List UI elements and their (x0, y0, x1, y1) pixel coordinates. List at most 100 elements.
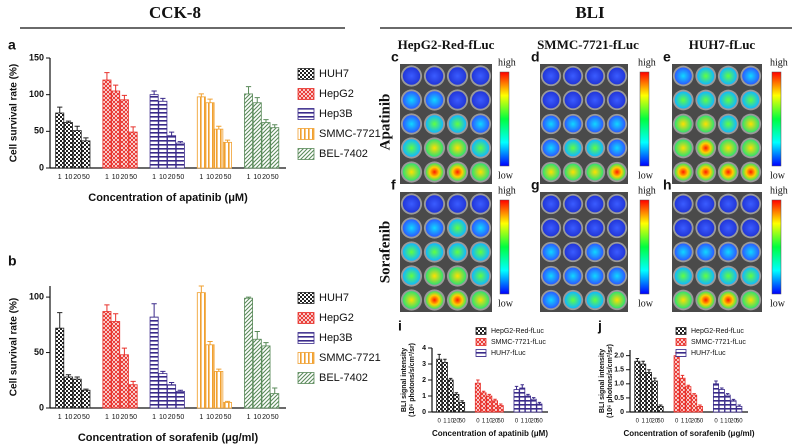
scale-low: low (770, 298, 786, 309)
legend-swatch (675, 327, 687, 335)
bar (81, 389, 91, 409)
x-tick-label: 0 (714, 419, 718, 425)
bar (459, 401, 466, 413)
bar (525, 395, 531, 413)
column-title: SMMC-7721-fLuc (537, 37, 639, 52)
x-axis-label: Concentration of apatinib (μM) (88, 192, 248, 204)
error-bar (737, 404, 742, 407)
error-bar (481, 390, 486, 393)
panel-letter: b (8, 253, 17, 269)
x-tick-label: 50 (657, 419, 664, 425)
well (471, 243, 490, 261)
y-axis-label: Cell survival rate (%) (9, 64, 20, 162)
bar (111, 321, 121, 409)
error-bar (692, 393, 696, 396)
y-axis-label: (10⁶ photons/s/cm²/sr) (409, 343, 416, 417)
well (697, 219, 715, 237)
colorbar (499, 71, 510, 167)
error-bar (121, 347, 128, 355)
bar (685, 386, 692, 413)
bar (453, 393, 460, 413)
legend-label: HUH7-fLuc (491, 350, 526, 357)
bar (261, 122, 271, 169)
x-tick-label: 1 (105, 174, 109, 181)
bar (175, 142, 185, 169)
x-tick-label: 20 (215, 414, 223, 421)
x-tick-label: 50 (129, 174, 137, 181)
well (697, 115, 715, 133)
x-tick-label: 10 (525, 419, 532, 425)
y-tick-label: 1 (422, 393, 426, 400)
error-bar (74, 125, 80, 131)
error-bar (151, 90, 157, 95)
y-tick-label: 4 (422, 345, 426, 352)
error-bar (487, 393, 492, 396)
x-tick-label: 20 (492, 419, 499, 425)
bar (158, 373, 168, 409)
error-bar (198, 285, 204, 293)
x-tick-label: 1 (641, 419, 645, 425)
well (425, 291, 444, 309)
bar (651, 380, 658, 413)
section-title: BLI (575, 3, 605, 22)
bar (447, 379, 454, 413)
y-axis-label: BLI signal intensity (401, 348, 408, 412)
well (564, 195, 582, 213)
bar (196, 292, 206, 409)
error-bar (725, 393, 730, 396)
well (542, 195, 560, 213)
legend-label: HepG2 (319, 88, 354, 100)
error-bar (698, 404, 702, 407)
well (719, 91, 737, 109)
x-tick-label: 0 (636, 419, 640, 425)
well (425, 163, 444, 181)
well (742, 139, 760, 157)
error-bar (254, 330, 260, 340)
x-tick-label: 1 (247, 174, 251, 181)
bar (205, 102, 215, 169)
x-tick-label: 50 (224, 174, 232, 181)
error-bar (130, 380, 136, 385)
y-tick-label: 1.0 (614, 381, 624, 388)
well (402, 115, 421, 133)
well (719, 291, 737, 309)
scale-high: high (770, 57, 788, 68)
well (448, 243, 467, 261)
bar (497, 405, 504, 413)
well (697, 91, 715, 109)
well (586, 163, 604, 181)
legend-swatch (297, 292, 315, 304)
legend-swatch (475, 338, 487, 346)
bar (196, 96, 206, 169)
well (448, 139, 467, 157)
y-tick-label: 0 (39, 162, 44, 172)
bar (657, 405, 664, 413)
x-tick-label: 20 (168, 414, 176, 421)
error-bar (272, 124, 278, 128)
well (608, 291, 626, 309)
well (425, 67, 444, 85)
well (742, 195, 760, 213)
well (586, 67, 604, 85)
error-bar (448, 377, 453, 380)
error-bar (499, 403, 503, 406)
well (719, 243, 737, 261)
error-bar (686, 384, 691, 387)
row-title: Sorafenib (377, 221, 393, 284)
x-tick-label: 1 (443, 419, 447, 425)
legend-swatch (297, 352, 315, 364)
x-tick-label: 1 (152, 414, 156, 421)
well (542, 91, 560, 109)
well (564, 267, 582, 285)
x-tick-label: 10 (206, 414, 214, 421)
well (719, 195, 737, 213)
well (471, 195, 490, 213)
y-tick-label: 50 (34, 126, 44, 136)
well (542, 115, 560, 133)
y-tick-label: 50 (34, 347, 44, 357)
well (608, 219, 626, 237)
column-title: HUH7-fLuc (689, 37, 756, 52)
error-bar (254, 97, 260, 103)
well (471, 291, 490, 309)
x-tick-label: 20 (120, 414, 128, 421)
